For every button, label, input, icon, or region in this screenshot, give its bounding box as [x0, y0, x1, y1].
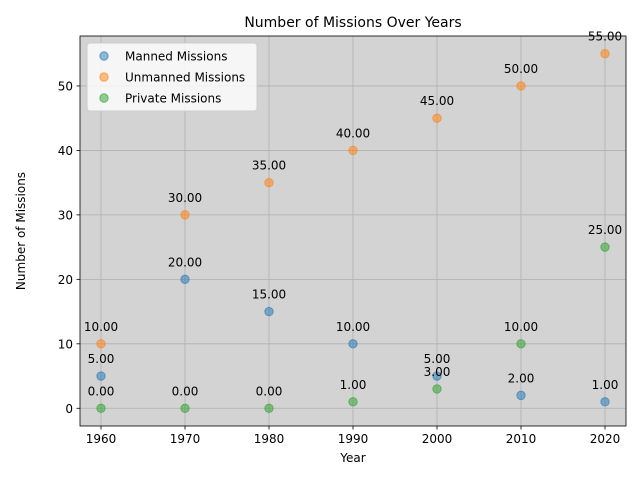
legend-marker — [99, 93, 109, 103]
data-point — [600, 397, 610, 407]
legend-box — [86, 42, 258, 112]
data-point — [348, 397, 358, 407]
data-label: 20.00 — [168, 255, 202, 269]
data-label: 55.00 — [588, 30, 622, 44]
data-label: 0.00 — [256, 384, 283, 398]
data-point — [432, 384, 442, 394]
legend-label: Unmanned Missions — [125, 71, 245, 85]
x-axis-label: Year — [339, 451, 365, 465]
x-tick-label: 2020 — [590, 432, 621, 446]
data-label: 10.00 — [336, 320, 370, 334]
x-axis: 1960 1970 1980 1990 2000 2010 2020 — [86, 426, 621, 446]
data-label: 5.00 — [88, 352, 115, 366]
data-label: 50.00 — [504, 62, 538, 76]
data-label: 2.00 — [508, 371, 535, 385]
data-label: 30.00 — [168, 191, 202, 205]
data-label: 15.00 — [252, 288, 286, 302]
data-points — [96, 49, 610, 413]
x-tick-label: 2010 — [506, 432, 537, 446]
data-label: 5.00 — [424, 352, 451, 366]
chart-title: Number of Missions Over Years — [244, 15, 461, 31]
data-point — [348, 145, 358, 156]
data-point — [516, 390, 526, 401]
x-tick-label: 1970 — [170, 432, 201, 446]
data-point — [600, 49, 610, 59]
data-labels: 5.00 20.00 15.00 10.00 5.00 2.00 1.00 10.00 30.0… — [84, 30, 622, 399]
data-point — [600, 242, 610, 252]
data-point — [96, 339, 106, 349]
x-tick-label: 1960 — [86, 432, 117, 446]
y-tick-label: 20 — [58, 273, 73, 287]
data-point — [96, 403, 106, 413]
legend-marker — [99, 51, 109, 61]
data-point — [432, 371, 442, 381]
data-label: 40.00 — [336, 126, 370, 140]
data-label: 25.00 — [588, 223, 622, 237]
data-label: 45.00 — [420, 94, 454, 108]
x-tick-label: 1980 — [254, 432, 285, 446]
data-label: 0.00 — [88, 384, 115, 398]
data-point — [180, 210, 190, 220]
legend-label: Manned Missions — [125, 50, 227, 64]
data-point — [96, 371, 106, 381]
data-point — [264, 177, 274, 188]
data-label: 35.00 — [252, 159, 286, 173]
legend-label: Private Missions — [125, 92, 221, 106]
data-point — [348, 339, 358, 349]
data-label: 0.00 — [172, 384, 199, 398]
y-tick-label: 10 — [58, 337, 73, 351]
y-tick-label: 30 — [58, 208, 73, 222]
data-point — [432, 113, 442, 123]
data-point — [264, 306, 274, 317]
data-point — [180, 274, 190, 285]
y-axis: 0 10 20 30 40 50 — [58, 79, 80, 416]
legend: Manned Missions Unmanned Missions Private … — [86, 42, 258, 112]
data-label: 1.00 — [340, 378, 367, 392]
data-label: 3.00 — [424, 365, 451, 379]
y-axis-label: Number of Missions — [14, 172, 28, 290]
legend-marker — [99, 72, 109, 82]
y-tick-label: 50 — [58, 79, 73, 93]
data-point — [516, 81, 526, 91]
y-tick-label: 0 — [65, 402, 73, 416]
data-label: 1.00 — [592, 378, 619, 392]
data-point — [180, 403, 190, 413]
y-tick-label: 40 — [58, 144, 73, 158]
data-point — [264, 403, 274, 413]
x-tick-label: 1990 — [338, 432, 369, 446]
data-label: 10.00 — [504, 320, 538, 334]
data-point — [516, 339, 526, 349]
data-label: 10.00 — [84, 320, 118, 334]
x-tick-label: 2000 — [422, 432, 453, 446]
